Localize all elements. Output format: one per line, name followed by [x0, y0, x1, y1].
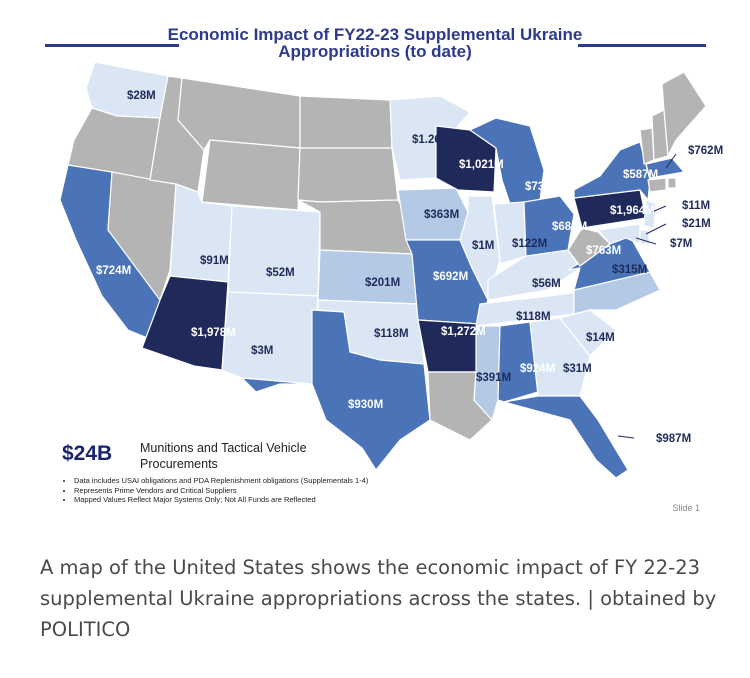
- title-rule-left: [45, 44, 179, 47]
- us-map: $28M $724M $91M $1,978M $52M $3M $930M $…: [59, 61, 723, 479]
- map-label-de: $21M: [682, 218, 711, 230]
- slide-number: Slide 1: [672, 503, 700, 513]
- state-ma: [645, 157, 685, 179]
- map-label-ms: $391M: [476, 372, 511, 384]
- state-al: [497, 321, 539, 403]
- slide: Economic Impact of FY22-23 Supplemental …: [0, 0, 750, 530]
- leader-line-md: [635, 237, 657, 245]
- state-ct: [647, 177, 667, 193]
- map-label-ma: $762M: [688, 145, 723, 157]
- map-label-ia: $363M: [424, 209, 459, 221]
- map-label-sc: $14M: [586, 332, 615, 344]
- slide-title: Economic Impact of FY22-23 Supplemental …: [167, 25, 583, 61]
- map-label-ks: $201M: [365, 277, 400, 289]
- leader-line-fl: [617, 435, 635, 439]
- leader-line-ma: [665, 153, 677, 169]
- map-label-ar: $1,272M: [441, 326, 486, 338]
- map-label-ky: $56M: [532, 278, 561, 290]
- state-fl: [503, 395, 629, 479]
- state-me: [661, 71, 707, 157]
- state-nm: [221, 291, 319, 385]
- notes-list: Data includes USAI obligations and PDA R…: [62, 476, 394, 505]
- total-description: Munitions and Tactical Vehicle Procureme…: [140, 441, 307, 471]
- map-label-wi: $1,021M: [459, 159, 504, 171]
- state-co: [227, 205, 321, 297]
- map-label-mi: $737M: [525, 181, 560, 193]
- map-label-ga: $31M: [563, 363, 592, 375]
- note-item: Data includes USAI obligations and PDA R…: [74, 476, 394, 486]
- state-wv: [567, 227, 611, 267]
- total-amount: $24B: [62, 442, 113, 465]
- state-tx: [241, 309, 431, 471]
- map-label-co: $52M: [266, 267, 295, 279]
- map-label-mo: $692M: [433, 271, 468, 283]
- map-label-tn: $118M: [516, 311, 551, 323]
- state-wy: [201, 139, 301, 211]
- leader-line-de: [645, 223, 667, 235]
- state-mt: [177, 77, 301, 151]
- caption: A map of the United States shows the eco…: [40, 556, 717, 641]
- note-item: Represents Prime Vendors and Critical Su…: [74, 486, 394, 496]
- map-label-ca: $724M: [96, 265, 131, 277]
- leader-line-nj: [651, 205, 667, 213]
- state-nj: [643, 199, 657, 229]
- map-label-ny: $587M: [623, 169, 658, 181]
- map-label-al: $924M: [520, 363, 555, 375]
- state-il: [459, 195, 501, 301]
- map-label-wa: $28M: [127, 90, 156, 102]
- map-label-az: $1,978M: [191, 327, 236, 339]
- map-label-ut: $91M: [200, 255, 229, 267]
- map-label-tx: $930M: [348, 399, 383, 411]
- map-label-fl: $987M: [656, 433, 691, 445]
- title-rule-right: [578, 44, 706, 47]
- map-label-mn: $1.26M: [412, 134, 450, 146]
- state-ri: [667, 177, 677, 189]
- map-label-in: $122M: [512, 238, 547, 250]
- map-label-nm: $3M: [251, 345, 273, 357]
- map-label-nj: $11M: [682, 200, 710, 212]
- map-label-ok: $118M: [374, 328, 409, 340]
- map-label-il: $1M: [472, 240, 494, 252]
- state-sd: [297, 147, 399, 203]
- state-md: [597, 223, 641, 245]
- state-in: [493, 201, 527, 265]
- note-item: Mapped Values Reflect Major Systems Only…: [74, 495, 394, 505]
- map-label-va: $763M: [586, 245, 621, 257]
- map-label-oh: $684M: [552, 221, 587, 233]
- map-label-md: $7M: [670, 238, 692, 250]
- map-label-nc: $315M: [612, 264, 647, 276]
- state-nd: [299, 95, 393, 149]
- map-label-pa: $1,964M: [610, 205, 655, 217]
